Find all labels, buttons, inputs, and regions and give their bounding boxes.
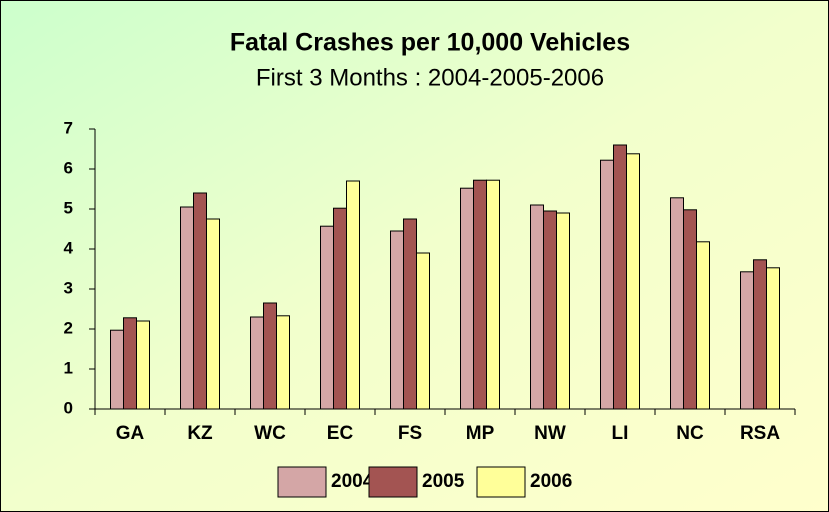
chart-subtitle: First 3 Months : 2004-2005-2006 [256,64,604,91]
y-tick-label: 2 [64,318,73,337]
bar [460,187,474,410]
x-tick-label: NC [676,423,704,444]
legend-swatch [368,466,418,498]
bar [626,153,640,410]
x-tick-label: RSA [740,423,780,444]
bar [613,144,627,410]
x-tick-label: LI [612,423,629,444]
bar [180,206,194,410]
bar [766,267,780,410]
legend-label: 2004 [331,471,374,492]
bar [740,271,754,410]
x-tick-label: MP [466,423,495,444]
bar [320,225,334,410]
bar [276,315,290,410]
bar [753,259,767,410]
bar [333,207,347,410]
legend-swatch [476,466,526,498]
y-tick-label: 5 [64,198,73,217]
bar [123,317,137,410]
x-tick-label: EC [327,423,354,444]
y-tick-label: 4 [64,238,74,257]
y-tick-label: 0 [64,398,73,417]
bar [193,192,207,410]
bar [390,230,404,410]
bar [263,302,277,410]
bar [473,179,487,410]
x-tick-label: KZ [187,423,213,444]
bar [600,159,614,410]
bar [543,210,557,410]
y-tick-label: 3 [64,278,73,297]
bar [486,179,500,410]
chart-title: Fatal Crashes per 10,000 Vehicles [230,29,630,57]
bar [696,241,710,410]
bar [250,316,264,410]
legend-label: 2005 [422,471,465,492]
bar [206,218,220,410]
x-tick-label: NW [534,423,566,444]
bar [556,212,570,410]
y-tick-label: 6 [64,158,73,177]
legend-label: 2006 [530,471,572,492]
x-tick-label: GA [116,423,145,444]
bar [346,180,360,410]
bar [670,197,684,410]
bar [530,204,544,410]
x-tick-label: WC [254,423,286,444]
x-tick-label: FS [398,423,422,444]
bar [416,252,430,410]
y-tick-label: 1 [64,358,73,377]
legend-swatch [277,466,327,498]
bar [683,209,697,410]
bar [136,320,150,410]
bar [403,218,417,410]
y-tick-label: 7 [64,118,73,137]
bar [110,329,124,410]
